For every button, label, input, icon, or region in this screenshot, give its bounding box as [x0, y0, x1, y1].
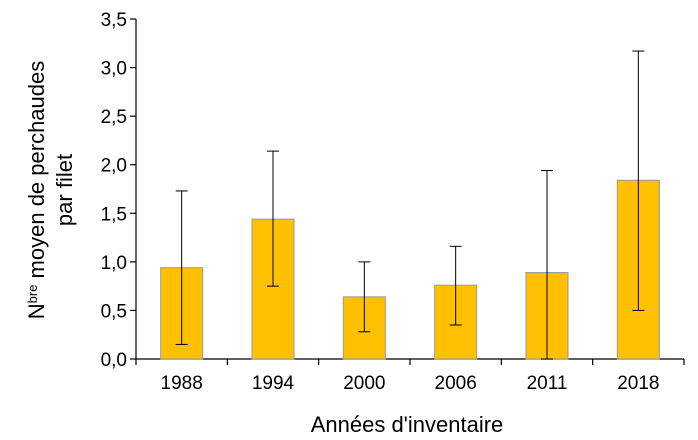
y-tick-label: 1,0	[101, 253, 127, 274]
x-tick-label: 1994	[252, 373, 295, 394]
y-axis-title-rest: moyen de perchaudes	[24, 61, 49, 285]
error-bar-1988	[175, 190, 188, 345]
error-bar-2018	[632, 50, 645, 311]
error-bars	[175, 50, 645, 360]
x-tick-label: 1988	[161, 373, 203, 394]
y-axis-title-prefix: N	[24, 303, 49, 319]
y-axis: 0,0 0,5 1,0 1,5 2,0 2,5 3,0 3,5	[101, 10, 137, 371]
error-bar-1994	[267, 150, 279, 287]
y-tick-label: 0,0	[101, 350, 127, 371]
error-bar-2006	[449, 245, 462, 326]
x-tick-label: 2018	[617, 373, 659, 394]
bars	[160, 179, 660, 360]
x-tick-label: 2000	[343, 373, 385, 394]
x-tick-label: 2006	[435, 373, 477, 394]
error-bar-2011	[541, 170, 553, 360]
y-tick-label: 2,0	[101, 156, 127, 177]
x-axis: 1988 1994 2000 2006 2011 2018	[135, 358, 685, 394]
y-tick-label: 0,5	[101, 301, 127, 322]
error-bar-2000	[358, 261, 371, 333]
y-tick-label: 1,5	[101, 204, 127, 225]
y-axis-title-line1: Nbre moyen de perchaudes	[24, 61, 49, 320]
y-tick-label: 2,5	[101, 107, 127, 128]
y-tick-label: 3,0	[101, 59, 127, 80]
y-axis-title-superscript: bre	[25, 285, 40, 304]
y-tick-label: 3,5	[101, 10, 127, 31]
x-axis-title: Années d'inventaire	[311, 412, 504, 437]
y-axis-title-line2: par filet	[52, 154, 77, 226]
x-tick-label: 2011	[527, 373, 568, 394]
